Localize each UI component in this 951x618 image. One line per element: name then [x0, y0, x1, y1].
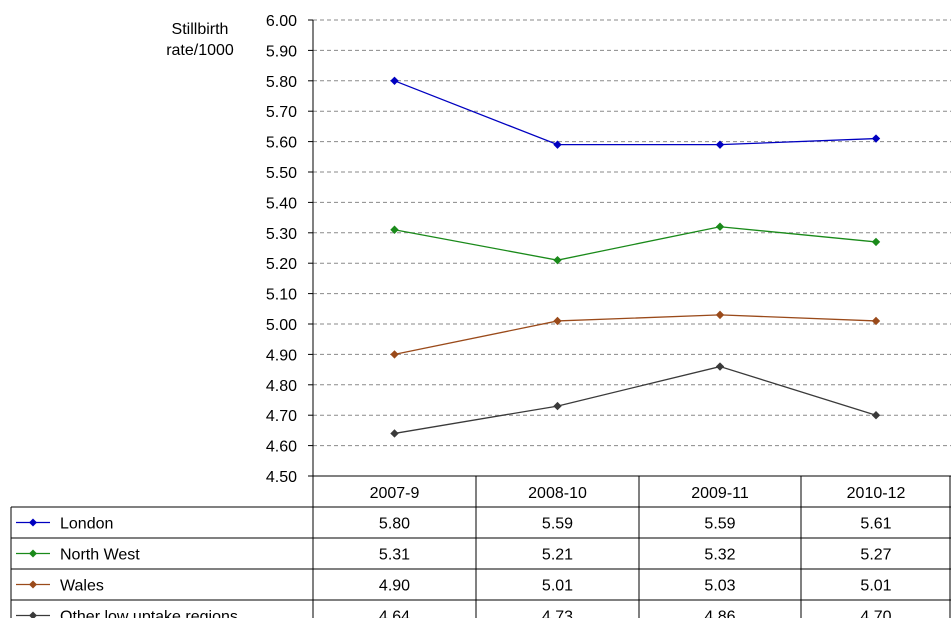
- y-tick-label: 5.80: [266, 74, 297, 91]
- data-point: [871, 134, 881, 143]
- series-line: [394, 365, 877, 435]
- y-tick-label: 4.80: [266, 378, 297, 395]
- table-value: 5.03: [704, 578, 735, 595]
- data-point: [715, 140, 725, 149]
- data-point: [715, 362, 725, 371]
- y-tick-label: 5.50: [266, 165, 297, 182]
- table-value: 5.31: [379, 547, 410, 564]
- data-point: [553, 255, 562, 265]
- y-tick-label: 5.10: [266, 287, 297, 304]
- y-axis-label-line-1: Stillbirth: [171, 21, 229, 38]
- y-tick-label: 5.20: [266, 256, 297, 273]
- legend-label: North West: [60, 547, 140, 564]
- x-category-label: 2007-9: [370, 485, 420, 502]
- data-point: [553, 140, 562, 149]
- data-point: [553, 401, 562, 411]
- table-value: 5.32: [704, 547, 735, 564]
- series-line: [394, 226, 877, 261]
- legend-label: Other low uptake regions: [60, 609, 238, 618]
- table-value: 4.64: [379, 609, 410, 618]
- table-value: 4.73: [542, 609, 573, 618]
- data-point: [871, 316, 881, 326]
- table-value: 4.86: [704, 609, 735, 618]
- table-value: 5.01: [860, 578, 891, 595]
- table-value: 4.90: [379, 578, 410, 595]
- table-value: 5.61: [860, 516, 891, 533]
- legend-label: Wales: [60, 578, 104, 595]
- y-tick-label: 6.00: [266, 13, 297, 30]
- table-value: 5.21: [542, 547, 573, 564]
- data-point: [871, 237, 881, 247]
- y-tick-label: 4.60: [266, 439, 297, 456]
- table-value: 5.59: [704, 516, 735, 533]
- x-category-label: 2009-11: [691, 485, 749, 502]
- legend-key-marker: [29, 580, 37, 589]
- data-point: [715, 222, 725, 231]
- legend-key-marker: [29, 549, 37, 558]
- y-tick-label: 5.70: [266, 104, 297, 121]
- series-line: [394, 314, 877, 356]
- table-value: 5.27: [860, 547, 891, 564]
- y-tick-label: 5.00: [266, 317, 297, 334]
- y-tick-label: 5.90: [266, 43, 297, 60]
- x-category-label: 2010-12: [847, 485, 906, 502]
- y-axis-label-line-2: rate/1000: [166, 42, 234, 59]
- table-value: 5.01: [542, 578, 573, 595]
- x-category-label: 2008-10: [528, 485, 587, 502]
- data-point: [871, 411, 881, 420]
- table-value: 5.59: [542, 516, 573, 533]
- data-point: [390, 350, 399, 359]
- legend-key-marker: [29, 518, 37, 527]
- y-tick-label: 4.70: [266, 408, 297, 425]
- y-tick-label: 5.40: [266, 195, 297, 212]
- series-line: [394, 80, 877, 146]
- data-point: [390, 429, 399, 438]
- y-tick-label: 4.50: [266, 469, 297, 486]
- legend-label: London: [60, 516, 113, 533]
- data-point: [715, 310, 725, 320]
- y-tick-label: 4.90: [266, 347, 297, 364]
- y-axis-label: Stillbirth rate/1000: [150, 19, 250, 61]
- data-point: [390, 76, 399, 85]
- table-value: 4.70: [860, 609, 891, 618]
- y-tick-label: 5.60: [266, 135, 297, 152]
- data-point: [390, 225, 399, 234]
- legend-key-marker: [29, 611, 37, 618]
- y-tick-label: 5.30: [266, 226, 297, 243]
- data-point: [553, 316, 562, 326]
- table-value: 5.80: [379, 516, 410, 533]
